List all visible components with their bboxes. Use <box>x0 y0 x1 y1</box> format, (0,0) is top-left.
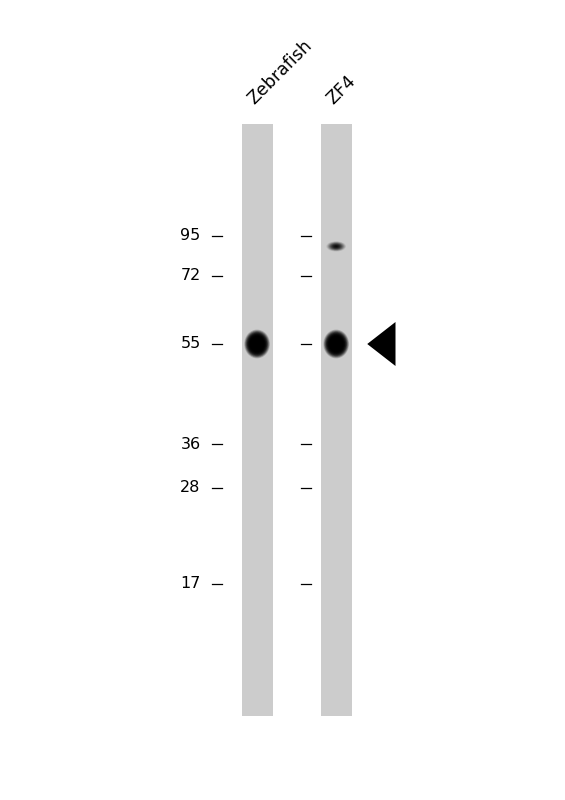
Ellipse shape <box>253 339 261 349</box>
Ellipse shape <box>325 331 347 357</box>
Text: 55: 55 <box>180 337 201 351</box>
Ellipse shape <box>247 334 267 354</box>
Text: 28: 28 <box>180 481 201 495</box>
Ellipse shape <box>247 333 267 355</box>
Text: ZF4: ZF4 <box>323 72 359 108</box>
Ellipse shape <box>248 334 266 354</box>
Ellipse shape <box>333 245 339 248</box>
Ellipse shape <box>249 335 265 353</box>
Ellipse shape <box>332 244 341 249</box>
Ellipse shape <box>257 343 258 345</box>
Ellipse shape <box>324 330 349 358</box>
Ellipse shape <box>329 242 344 250</box>
Ellipse shape <box>326 333 346 355</box>
Ellipse shape <box>251 337 263 351</box>
Text: 36: 36 <box>180 437 201 451</box>
Ellipse shape <box>332 338 341 350</box>
Text: 17: 17 <box>180 577 201 591</box>
Ellipse shape <box>333 340 340 348</box>
Ellipse shape <box>327 334 346 354</box>
Ellipse shape <box>330 337 342 351</box>
Ellipse shape <box>331 244 341 250</box>
Ellipse shape <box>250 336 264 351</box>
Ellipse shape <box>327 242 345 251</box>
Ellipse shape <box>250 336 264 352</box>
Ellipse shape <box>325 332 347 356</box>
Ellipse shape <box>327 334 345 354</box>
Ellipse shape <box>334 342 338 346</box>
Ellipse shape <box>333 341 339 347</box>
Ellipse shape <box>329 336 344 352</box>
Ellipse shape <box>329 336 343 351</box>
Ellipse shape <box>336 343 337 345</box>
Ellipse shape <box>328 242 344 250</box>
Ellipse shape <box>332 339 340 349</box>
Ellipse shape <box>334 246 338 247</box>
Ellipse shape <box>331 338 342 350</box>
Ellipse shape <box>327 242 346 251</box>
Ellipse shape <box>335 246 337 247</box>
Text: 95: 95 <box>180 229 201 243</box>
Bar <box>321 124 351 716</box>
Polygon shape <box>367 322 395 366</box>
Ellipse shape <box>333 245 340 248</box>
Ellipse shape <box>246 331 268 357</box>
Ellipse shape <box>255 342 259 346</box>
Ellipse shape <box>335 342 337 346</box>
Ellipse shape <box>254 341 260 347</box>
Ellipse shape <box>245 330 270 358</box>
Ellipse shape <box>328 335 344 353</box>
Text: Zebrafish: Zebrafish <box>244 37 316 108</box>
Bar <box>242 124 273 716</box>
Ellipse shape <box>330 243 342 250</box>
Ellipse shape <box>246 332 268 356</box>
Ellipse shape <box>254 340 260 348</box>
Ellipse shape <box>253 338 262 350</box>
Ellipse shape <box>323 330 349 358</box>
Ellipse shape <box>256 342 258 346</box>
Ellipse shape <box>244 330 270 358</box>
Ellipse shape <box>251 338 263 350</box>
Text: 72: 72 <box>180 269 201 283</box>
